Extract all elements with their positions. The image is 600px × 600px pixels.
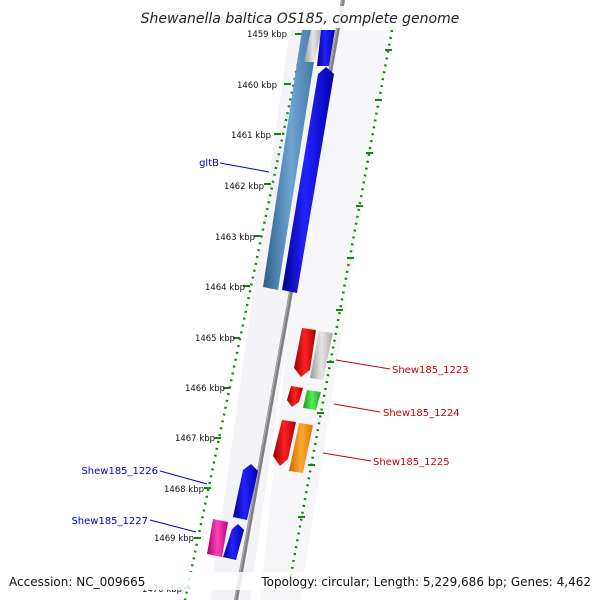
tick-label-1468: 1468 kbp — [164, 485, 204, 495]
tick-labels: 1459 kbp 1460 kbp 1461 kbp 1462 kbp 1463… — [142, 30, 287, 595]
gene-blue-top[interactable] — [317, 30, 335, 66]
callout-1227 — [149, 519, 197, 533]
label-shew185-1227[interactable]: Shew185_1227 — [71, 516, 148, 527]
label-shew185-1225[interactable]: Shew185_1225 — [373, 457, 450, 468]
gene-blue-long[interactable] — [282, 67, 334, 293]
tick-label-1459: 1459 kbp — [247, 30, 287, 40]
gene-red-1[interactable] — [294, 328, 316, 377]
gene-blue-small[interactable] — [223, 524, 244, 560]
gene-orange-1225[interactable] — [289, 423, 313, 473]
callout-1223 — [335, 359, 391, 370]
gene-grey-1223[interactable] — [310, 331, 333, 380]
gene-blue-1226[interactable] — [233, 464, 258, 520]
callout-lines — [149, 162, 391, 533]
callout-gltb — [219, 162, 270, 173]
tick-label-1466: 1466 kbp — [185, 384, 225, 394]
footer-backdrop — [4, 572, 596, 590]
label-shew185-1224[interactable]: Shew185_1224 — [383, 408, 460, 419]
tick-label-1462: 1462 kbp — [224, 182, 264, 192]
callout-1226 — [159, 470, 208, 485]
left-tick-marks — [184, 33, 302, 589]
title-backdrop — [140, 6, 460, 28]
tick-label-1461: 1461 kbp — [231, 131, 271, 141]
gene-labels: gltB Shew185_1223 Shew185_1224 Shew185_1… — [71, 158, 468, 527]
gene-magenta-1227[interactable] — [207, 519, 228, 557]
tick-label-1465: 1465 kbp — [195, 334, 235, 344]
gene-steelblue-long[interactable] — [263, 30, 319, 290]
gene-red-2[interactable] — [287, 386, 303, 407]
tick-label-1464: 1464 kbp — [205, 283, 245, 293]
track-band — [210, 30, 330, 600]
label-gltb[interactable]: gltB — [199, 158, 219, 169]
callout-1225 — [322, 452, 372, 462]
accession-text: Accession: NC_009665 — [9, 575, 145, 589]
map-title: Shewanella baltica OS185, complete genom… — [141, 11, 460, 27]
gene-green-1224[interactable] — [303, 390, 321, 410]
label-shew185-1223[interactable]: Shew185_1223 — [392, 365, 469, 376]
callout-1224 — [333, 403, 381, 413]
tick-label-1469: 1469 kbp — [154, 534, 194, 544]
genome-info-text: Topology: circular; Length: 5,229,686 bp… — [260, 575, 591, 589]
gene-grey-top[interactable] — [304, 30, 322, 62]
right-tick-marks — [298, 49, 392, 518]
label-shew185-1226[interactable]: Shew185_1226 — [81, 466, 158, 477]
tick-label-1463: 1463 kbp — [215, 233, 255, 243]
gene-red-3[interactable] — [273, 420, 296, 466]
tick-label-1467: 1467 kbp — [175, 434, 215, 444]
tick-label-1460: 1460 kbp — [237, 81, 277, 91]
